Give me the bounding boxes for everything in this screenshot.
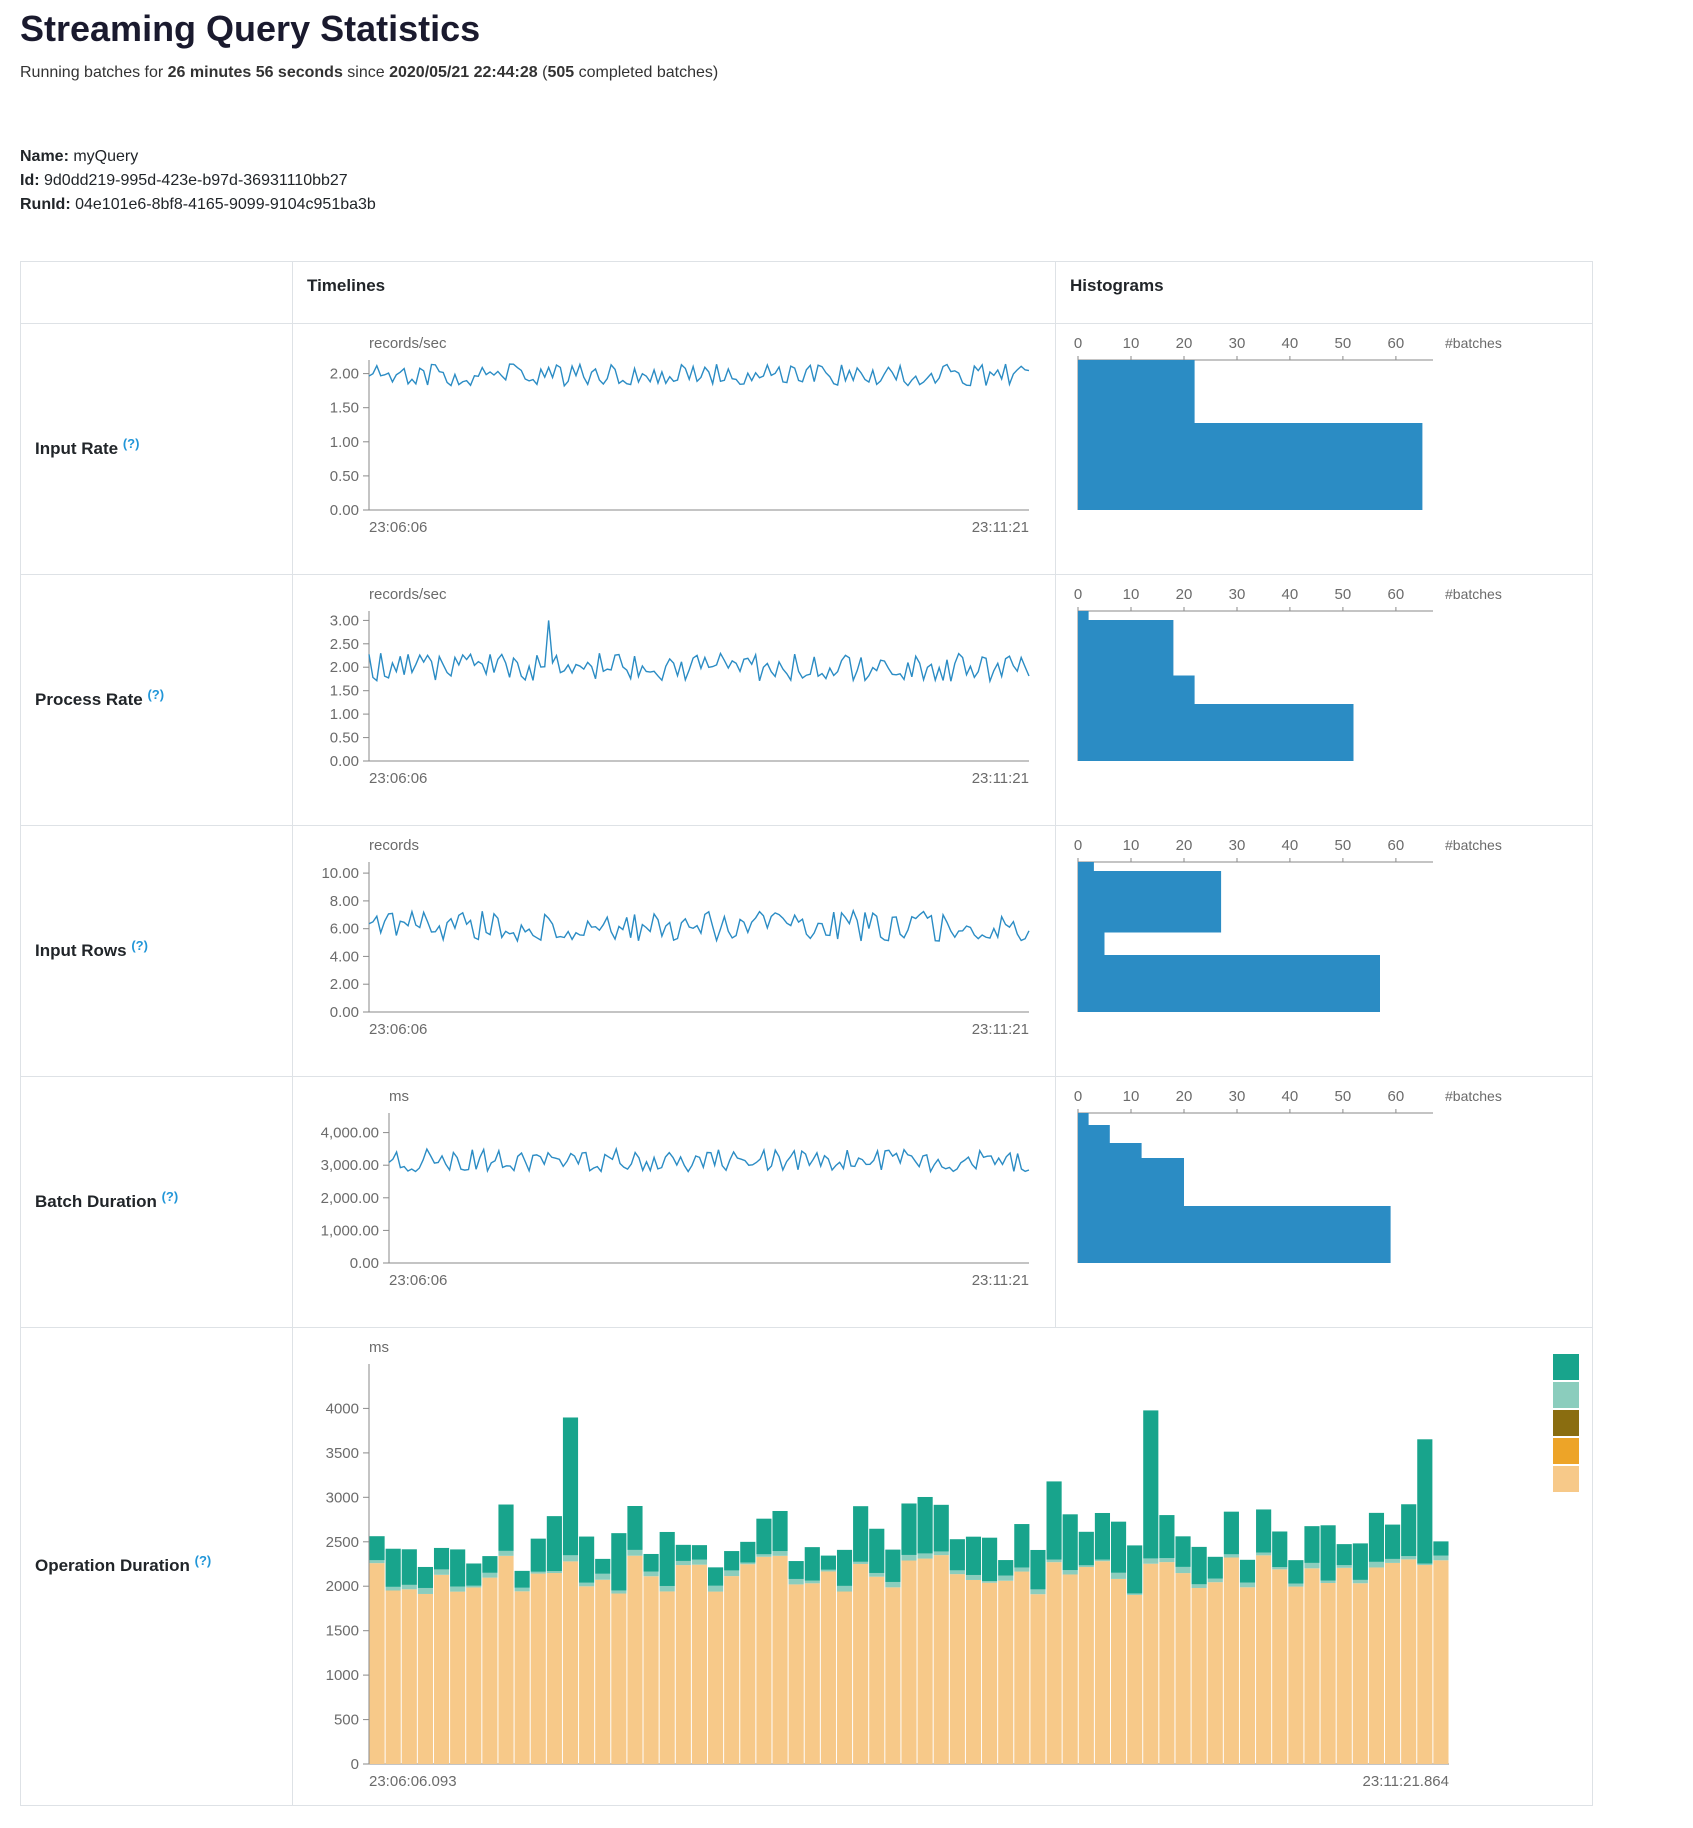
svg-text:1000: 1000 xyxy=(326,1667,359,1684)
svg-text:1.00: 1.00 xyxy=(330,433,359,450)
svg-text:0: 0 xyxy=(1074,586,1082,603)
svg-text:8.00: 8.00 xyxy=(330,892,359,909)
svg-text:10: 10 xyxy=(1123,837,1140,854)
svg-text:23:11:21.864: 23:11:21.864 xyxy=(1363,1773,1449,1790)
svg-text:10: 10 xyxy=(1123,1088,1140,1105)
svg-text:2,000.00: 2,000.00 xyxy=(321,1189,379,1206)
svg-text:23:06:06: 23:06:06 xyxy=(369,1021,427,1038)
svg-text:20: 20 xyxy=(1176,335,1193,352)
svg-text:60: 60 xyxy=(1388,586,1405,603)
svg-text:50: 50 xyxy=(1335,586,1352,603)
svg-text:23:06:06: 23:06:06 xyxy=(389,1272,447,1289)
svg-text:60: 60 xyxy=(1388,335,1405,352)
svg-text:23:06:06: 23:06:06 xyxy=(369,519,427,536)
svg-text:2500: 2500 xyxy=(326,1533,359,1550)
svg-text:3.00: 3.00 xyxy=(330,612,359,629)
svg-text:20: 20 xyxy=(1176,1088,1193,1105)
svg-text:50: 50 xyxy=(1335,837,1352,854)
svg-text:40: 40 xyxy=(1282,335,1299,352)
svg-text:23:11:21: 23:11:21 xyxy=(972,770,1029,787)
svg-text:10: 10 xyxy=(1123,586,1140,603)
svg-text:23:11:21: 23:11:21 xyxy=(972,1021,1029,1038)
svg-text:30: 30 xyxy=(1229,586,1246,603)
svg-text:4.00: 4.00 xyxy=(330,948,359,965)
svg-text:500: 500 xyxy=(334,1711,359,1728)
svg-text:records: records xyxy=(369,837,419,854)
svg-text:23:06:06: 23:06:06 xyxy=(369,770,427,787)
svg-text:0.00: 0.00 xyxy=(330,1004,359,1021)
svg-text:40: 40 xyxy=(1282,837,1299,854)
svg-text:3,000.00: 3,000.00 xyxy=(321,1157,379,1174)
svg-text:20: 20 xyxy=(1176,837,1193,854)
svg-text:50: 50 xyxy=(1335,1088,1352,1105)
svg-text:0.50: 0.50 xyxy=(330,729,359,746)
svg-text:1.00: 1.00 xyxy=(330,706,359,723)
svg-text:2000: 2000 xyxy=(326,1578,359,1595)
svg-text:1.50: 1.50 xyxy=(330,682,359,699)
svg-text:50: 50 xyxy=(1335,335,1352,352)
svg-text:20: 20 xyxy=(1176,586,1193,603)
svg-text:0: 0 xyxy=(351,1756,359,1773)
svg-text:10: 10 xyxy=(1123,335,1140,352)
svg-text:0.00: 0.00 xyxy=(330,502,359,519)
svg-text:23:11:21: 23:11:21 xyxy=(972,1272,1029,1289)
svg-text:40: 40 xyxy=(1282,1088,1299,1105)
svg-text:40: 40 xyxy=(1282,586,1299,603)
svg-text:6.00: 6.00 xyxy=(330,920,359,937)
svg-text:60: 60 xyxy=(1388,1088,1405,1105)
svg-text:30: 30 xyxy=(1229,837,1246,854)
svg-text:ms: ms xyxy=(369,1339,389,1356)
svg-text:4,000.00: 4,000.00 xyxy=(321,1124,379,1141)
svg-text:0.00: 0.00 xyxy=(350,1255,379,1272)
svg-text:0.50: 0.50 xyxy=(330,467,359,484)
svg-text:1500: 1500 xyxy=(326,1622,359,1639)
svg-text:2.00: 2.00 xyxy=(330,365,359,382)
svg-text:30: 30 xyxy=(1229,335,1246,352)
svg-text:records/sec: records/sec xyxy=(369,335,447,352)
svg-text:2.50: 2.50 xyxy=(330,635,359,652)
svg-text:10.00: 10.00 xyxy=(321,865,359,882)
svg-text:0: 0 xyxy=(1074,1088,1082,1105)
svg-text:60: 60 xyxy=(1388,837,1405,854)
svg-text:0.00: 0.00 xyxy=(330,753,359,770)
svg-text:30: 30 xyxy=(1229,1088,1246,1105)
svg-text:23:06:06.093: 23:06:06.093 xyxy=(369,1773,457,1790)
svg-text:#batches: #batches xyxy=(1445,837,1502,853)
svg-text:0: 0 xyxy=(1074,335,1082,352)
svg-text:1.50: 1.50 xyxy=(330,399,359,416)
svg-text:2.00: 2.00 xyxy=(330,976,359,993)
svg-text:0: 0 xyxy=(1074,837,1082,854)
svg-text:#batches: #batches xyxy=(1445,1088,1502,1104)
svg-text:4000: 4000 xyxy=(326,1400,359,1417)
svg-text:ms: ms xyxy=(389,1088,409,1105)
svg-text:3000: 3000 xyxy=(326,1489,359,1506)
svg-text:3500: 3500 xyxy=(326,1444,359,1461)
svg-text:#batches: #batches xyxy=(1445,586,1502,602)
svg-text:23:11:21: 23:11:21 xyxy=(972,519,1029,536)
svg-text:1,000.00: 1,000.00 xyxy=(321,1222,379,1239)
svg-text:records/sec: records/sec xyxy=(369,586,447,603)
svg-text:2.00: 2.00 xyxy=(330,659,359,676)
svg-text:#batches: #batches xyxy=(1445,335,1502,351)
